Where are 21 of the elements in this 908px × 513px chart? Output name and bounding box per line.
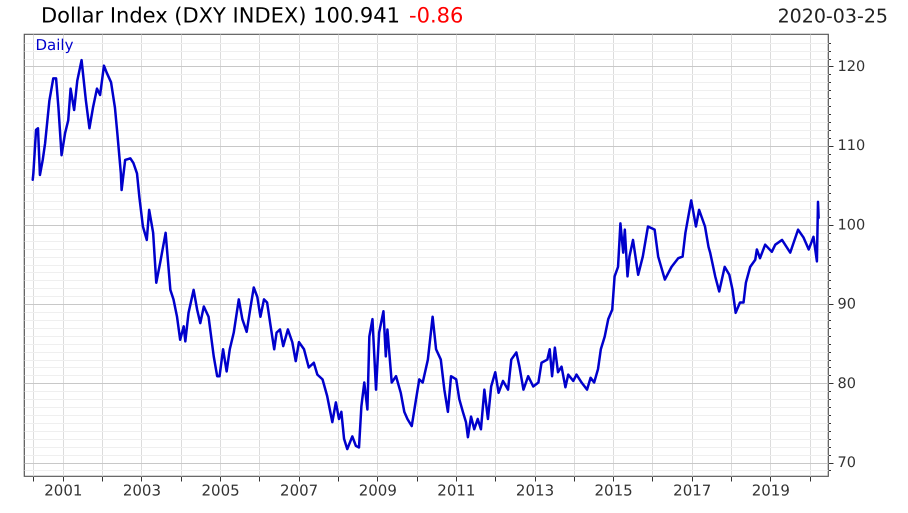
text: 2020-03-25 bbox=[778, 6, 888, 28]
x-tick-label: 2007 bbox=[280, 482, 318, 500]
x-tick-label: 2003 bbox=[122, 482, 162, 500]
y-tick-label: 70 bbox=[838, 455, 856, 472]
y-tick-label: 80 bbox=[838, 376, 856, 392]
x-tick-label: 2015 bbox=[594, 482, 633, 500]
x-tick-label: 2017 bbox=[673, 482, 712, 500]
line-series bbox=[31, 58, 820, 450]
x-tick-label: 2009 bbox=[358, 482, 397, 500]
text: -0.86 bbox=[409, 4, 464, 28]
y-tick-label: 90 bbox=[838, 296, 856, 313]
x-tick-label: 2011 bbox=[437, 482, 476, 500]
y-tick-label: 120 bbox=[838, 58, 866, 75]
x-tick-label: 2001 bbox=[44, 482, 82, 500]
chart-title: Dollar Index (DXY INDEX) 100.941 bbox=[40, 4, 400, 28]
x-tick-label: 2013 bbox=[516, 482, 554, 500]
y-tick-label: 100 bbox=[838, 217, 866, 234]
series-label: Daily bbox=[36, 36, 74, 54]
x-tick-label: 2019 bbox=[752, 482, 790, 500]
y-tick-label: 110 bbox=[838, 138, 866, 154]
x-tick-label: 2005 bbox=[201, 482, 240, 500]
